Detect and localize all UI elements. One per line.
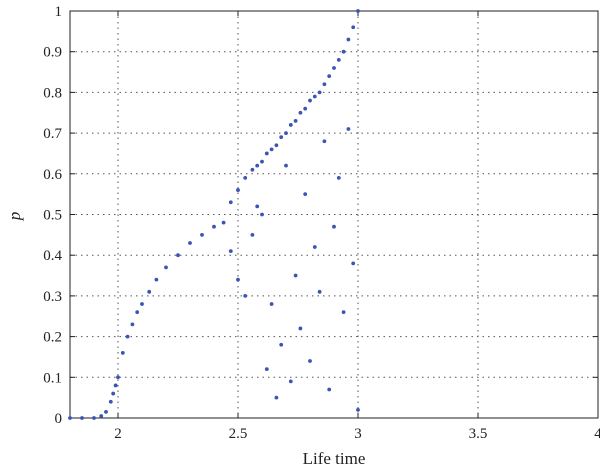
data-point [351,261,356,266]
data-point [327,74,332,79]
data-point [212,224,216,229]
data-point [250,167,255,172]
data-point [188,241,192,245]
data-point [298,110,303,115]
data-points [68,9,360,420]
y-axis-label: p [5,212,24,222]
y-tick-label: 1 [55,4,63,20]
y-tick-label: 0.6 [43,167,62,183]
data-point [120,350,125,355]
y-tick-label: 0.4 [43,248,62,264]
data-point [341,49,346,54]
y-tick-label: 0.3 [43,289,62,305]
data-point [322,139,327,144]
data-point [140,302,144,306]
data-point [236,188,240,192]
y-tick-label: 0.9 [43,45,62,61]
data-point [312,245,317,249]
data-point [312,94,317,99]
data-point [351,25,356,30]
data-point [284,131,288,136]
data-point [298,326,303,331]
data-point [236,277,240,282]
data-point [147,289,152,294]
data-point [113,383,118,388]
data-point [336,57,341,62]
data-point [111,391,116,396]
data-point [269,302,274,306]
data-point [327,387,332,392]
data-point [279,342,284,347]
data-point [332,66,336,70]
data-point [356,9,360,13]
data-point [164,265,168,270]
y-tick-label: 0.2 [43,330,62,346]
data-point [293,118,298,123]
y-tick-label: 0.1 [43,370,62,386]
data-point [200,232,204,237]
data-point [269,147,274,152]
data-point [228,249,233,254]
data-point [303,192,308,197]
x-tick-label: 3.5 [469,426,488,442]
data-point [250,232,255,237]
data-point [308,359,312,363]
axis-ticks [70,10,599,419]
data-point [346,127,351,131]
data-point [356,407,360,412]
x-axis-label: Life time [303,449,366,468]
x-tick-label: 3 [354,426,362,442]
data-point [279,135,284,140]
data-point [99,414,104,418]
data-point [260,159,264,164]
data-point [322,82,327,87]
data-point [274,395,279,400]
data-point [176,253,180,258]
y-tick-label: 0.5 [43,208,62,224]
data-point [92,416,96,420]
data-point [104,409,108,414]
data-point [332,224,336,229]
x-tick-label: 4 [594,426,600,442]
y-tick-label: 0.8 [43,85,62,101]
data-point [228,200,233,205]
data-point [284,163,288,168]
data-point [264,151,269,156]
data-point [308,98,312,103]
x-tick-label: 2 [114,426,122,442]
data-point [293,273,298,278]
data-point [243,175,248,180]
data-point [135,310,140,315]
y-tick-labels: 0 0.1 0.2 0.3 0.4 0.5 0.6 0.7 0.8 0.9 1 [43,4,62,427]
data-point [346,37,351,42]
data-point [317,90,322,95]
grid-lines [70,11,598,418]
data-point [243,294,248,298]
data-point [154,277,159,282]
data-point [336,175,341,180]
data-point [68,416,72,420]
data-point [288,123,293,127]
data-point [260,212,264,217]
data-point [303,106,308,111]
data-point [264,367,269,372]
data-point [255,204,260,209]
data-point [317,289,322,294]
x-tick-label: 2.5 [229,426,248,442]
data-point [288,379,293,384]
y-tick-label: 0.7 [43,126,62,142]
data-point [108,399,113,404]
data-point [255,163,260,168]
data-point [130,322,135,327]
data-point [274,143,279,148]
y-tick-label: 0 [55,411,63,427]
data-point [80,416,84,420]
data-point [116,375,120,380]
data-point [341,310,346,315]
data-point [221,220,226,225]
x-tick-labels: 2 2.5 3 3.5 4 [114,426,600,442]
data-point [125,334,130,339]
